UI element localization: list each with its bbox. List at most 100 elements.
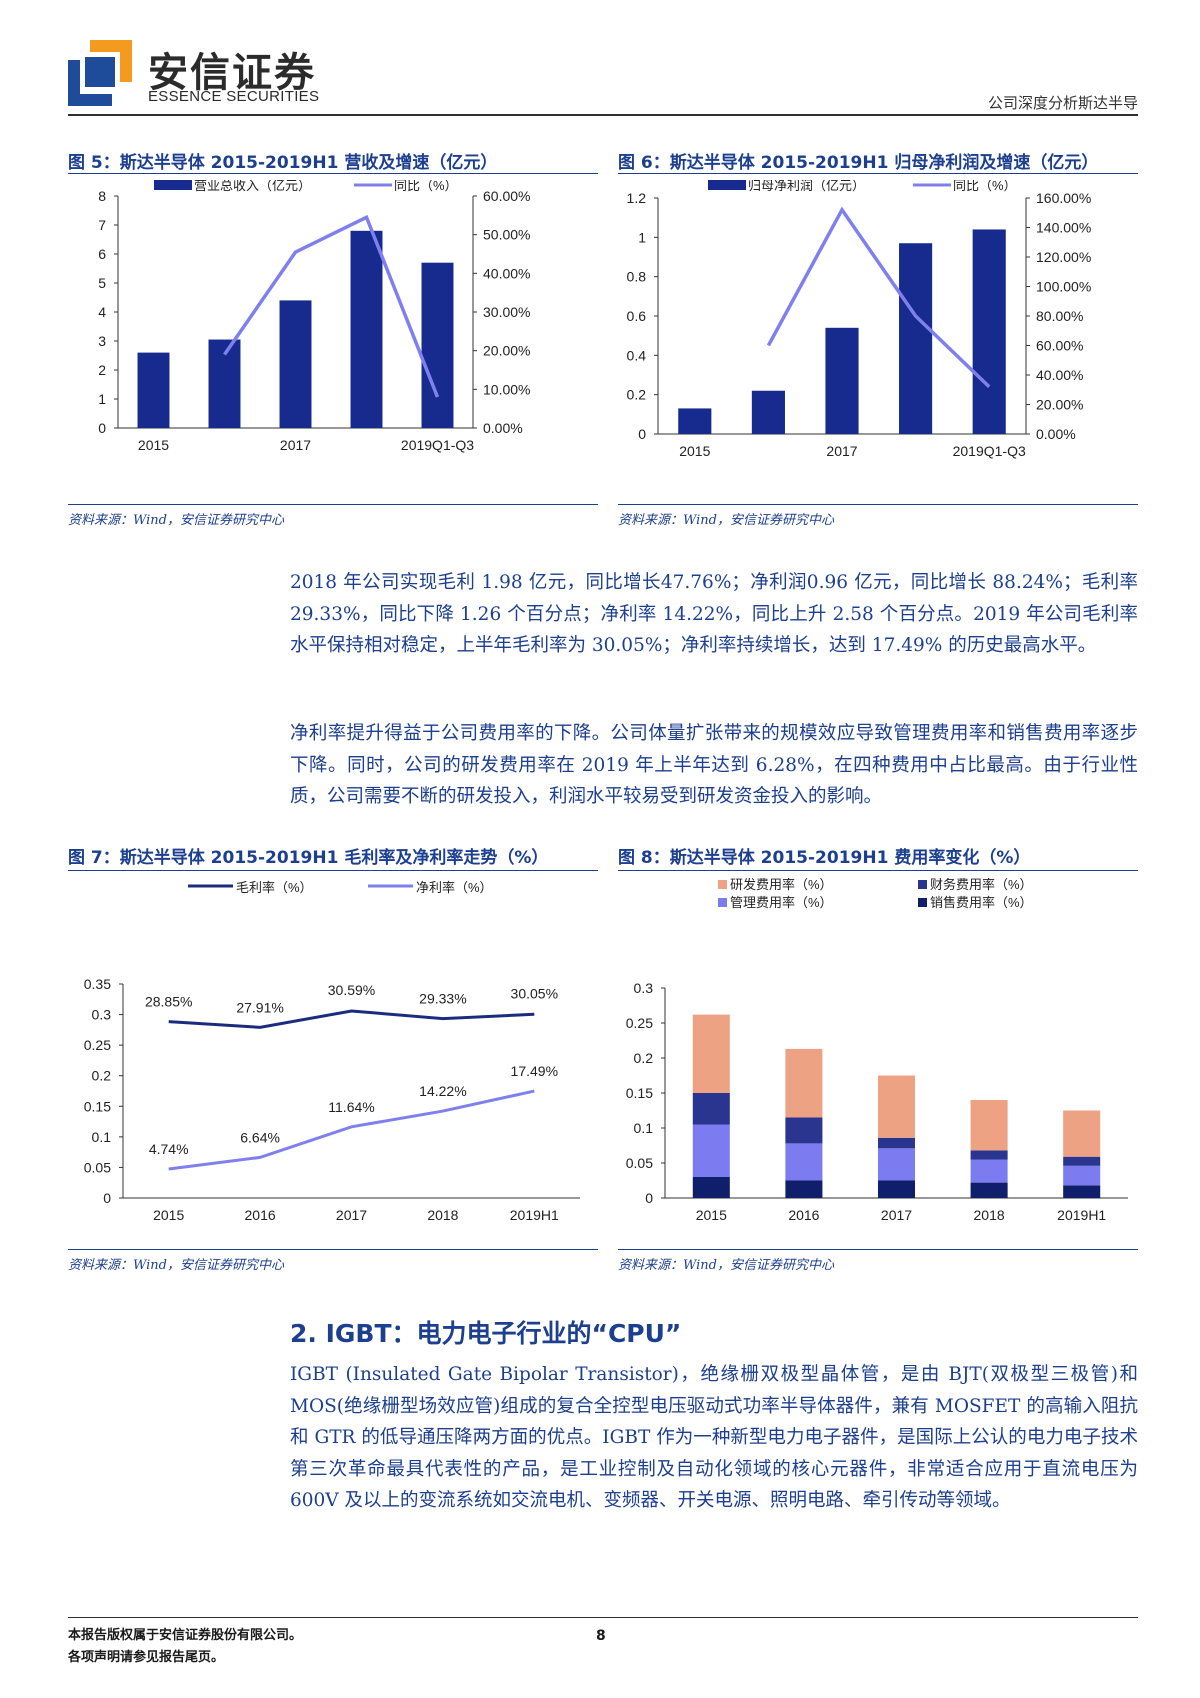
x-tick-label: 2017 — [826, 443, 857, 459]
data-label: 17.49% — [511, 1063, 558, 1079]
fig8-source: 资料来源：Wind，安信证券研究中心 — [618, 1258, 834, 1273]
section-2-heading: 2. IGBT：电力电子行业的“CPU” — [290, 1319, 682, 1348]
legend-swatch-bar — [154, 180, 192, 190]
stack-segment — [877, 1148, 916, 1181]
x-tick-label: 2019H1 — [1057, 1207, 1106, 1223]
x-tick-label: 2017 — [336, 1207, 367, 1223]
footer-disclaimer: 本报告版权属于安信证券股份有限公司。 各项声明请参见报告尾页。 — [68, 1625, 302, 1669]
stack-segment — [785, 1180, 823, 1198]
y-tick-label: 0 — [103, 1190, 111, 1206]
bar-2015 — [678, 408, 712, 434]
y-tick-label: 0.25 — [626, 1015, 653, 1031]
fig8-expense-ratio-chart: 研发费用率（%） 财务费用率（%） 管理费用率（%） 销售费用率（%） 0 0.05 0.1… — [626, 878, 1128, 1223]
fig5-source: 资料来源：Wind，安信证券研究中心 — [68, 513, 284, 528]
y-tick-label: 1.2 — [627, 190, 647, 206]
y-tick-label: 6 — [98, 246, 106, 262]
x-tick-label: 2019Q1-Q3 — [401, 437, 474, 453]
x-tick-label: 2015 — [138, 437, 169, 453]
fig8-bottom-rule — [618, 1249, 1138, 1250]
section-2-body: IGBT (Insulated Gate Bipolar Transistor)… — [290, 1364, 1138, 1511]
y2-tick-label: 40.00% — [1036, 367, 1083, 383]
y2-tick-label: 140.00% — [1036, 220, 1091, 236]
stack-segment — [785, 1143, 823, 1181]
report-type: 公司深度分析斯达半导 — [987, 94, 1138, 112]
growth-line — [223, 214, 440, 398]
stack-segment — [970, 1150, 1008, 1160]
page-number: 8 — [596, 1628, 606, 1644]
fig6-bottom-rule — [618, 504, 1138, 505]
y-tick-label: 5 — [98, 275, 106, 291]
y-tick-label: 0.05 — [84, 1159, 111, 1175]
x-tick-label: 2015 — [679, 443, 710, 459]
y2-tick-label: 60.00% — [1036, 338, 1083, 354]
legend-label-gross: 毛利率（%） — [236, 880, 313, 895]
legend-label-bar: 归母净利润（亿元） — [748, 180, 865, 193]
y-tick-label: 0 — [98, 420, 106, 436]
bar-2019Q1-Q3 — [421, 262, 454, 428]
stack-segment — [1063, 1110, 1101, 1157]
y-tick-label: 0.05 — [626, 1155, 653, 1171]
legend-swatch — [718, 880, 727, 889]
legend-swatch-bar — [708, 180, 746, 190]
fig5-revenue-chart: 0 1 2 3 4 5 6 7 8 0.00% 10.00% 20.00% 30.00% 40.00% 50… — [98, 180, 530, 453]
y-tick-label: 0.35 — [84, 976, 111, 992]
y-tick-label: 0.15 — [626, 1085, 653, 1101]
fig8-title-rule — [618, 870, 1138, 871]
data-label: 27.91% — [236, 999, 283, 1015]
x-tick-label: 2019H1 — [510, 1207, 559, 1223]
y2-tick-label: 50.00% — [483, 227, 530, 243]
paragraph-expense-analysis: 净利率提升得益于公司费用率的下降。公司体量扩张带来的规模效应导致管理费用率和销售… — [290, 723, 1138, 807]
legend-swatch — [918, 898, 927, 907]
y2-tick-label: 30.00% — [483, 304, 530, 320]
fig7-source: 资料来源：Wind，安信证券研究中心 — [68, 1258, 284, 1273]
y2-tick-label: 10.00% — [483, 381, 530, 397]
y2-tick-label: 80.00% — [1036, 308, 1083, 324]
stack-segment — [692, 1124, 730, 1177]
y-tick-label: 0.4 — [627, 347, 647, 363]
y2-tick-label: 60.00% — [483, 188, 530, 204]
x-tick-label: 2018 — [427, 1207, 458, 1223]
stack-segment — [877, 1180, 916, 1198]
y-tick-label: 0.15 — [84, 1098, 111, 1114]
fig6-source: 资料来源：Wind，安信证券研究中心 — [618, 513, 834, 528]
x-tick-label: 2017 — [881, 1207, 912, 1223]
data-label: 4.74% — [149, 1141, 189, 1157]
y2-tick-label: 40.00% — [483, 265, 530, 281]
stack-segment — [877, 1075, 916, 1138]
x-tick-label: 2017 — [280, 437, 311, 453]
y2-tick-label: 100.00% — [1036, 279, 1091, 295]
y2-tick-label: 120.00% — [1036, 249, 1091, 265]
y-tick-label: 7 — [98, 217, 106, 233]
bar-2017 — [825, 327, 859, 434]
legend-swatch — [918, 880, 927, 889]
y2-tick-label: 0.00% — [483, 420, 523, 436]
legend-label-line: 同比（%） — [953, 180, 1017, 193]
fig8-plot-area: 0 0.05 0.1 0.15 0.2 0.25 0.3 2015 2016 2017 2018 20… — [626, 980, 1128, 1223]
stack-segment — [877, 1137, 916, 1149]
growth-line — [766, 206, 991, 389]
y-tick-label: 0.2 — [634, 1050, 654, 1066]
y-tick-label: 0.1 — [634, 1120, 654, 1136]
data-label: 29.33% — [419, 991, 466, 1007]
net-margin-line — [168, 1089, 535, 1171]
stack-segment — [970, 1159, 1008, 1183]
y-tick-label: 2 — [98, 362, 106, 378]
legend-label: 销售费用率（%） — [930, 895, 1033, 910]
legend-label: 财务费用率（%） — [930, 878, 1033, 892]
fig7-margin-chart: 毛利率（%） 净利率（%） 0 0.05 0.1 0.15 0.2 0.25 0.3 0.35 28… — [84, 880, 580, 1223]
y-tick-label: 3 — [98, 333, 106, 349]
fig6-title: 图 6：斯达半导体 2015-2019H1 归母净利润及增速（亿元） — [618, 153, 1099, 173]
gross-margin-line — [168, 1009, 535, 1029]
legend-label: 管理费用率（%） — [730, 895, 833, 910]
stack-segment — [970, 1100, 1008, 1151]
x-tick-label: 2015 — [153, 1207, 184, 1223]
x-tick-label: 2016 — [788, 1207, 819, 1223]
legend-label-bar: 营业总收入（亿元） — [194, 180, 311, 193]
bar-2018 — [350, 230, 383, 428]
stack-segment — [785, 1048, 823, 1118]
header-divider — [68, 114, 1138, 116]
bar-2016 — [751, 390, 785, 434]
y-tick-label: 4 — [98, 304, 106, 320]
logo-text-en: ESSENCE SECURITIES — [148, 88, 320, 105]
y-tick-label: 0 — [638, 426, 646, 442]
